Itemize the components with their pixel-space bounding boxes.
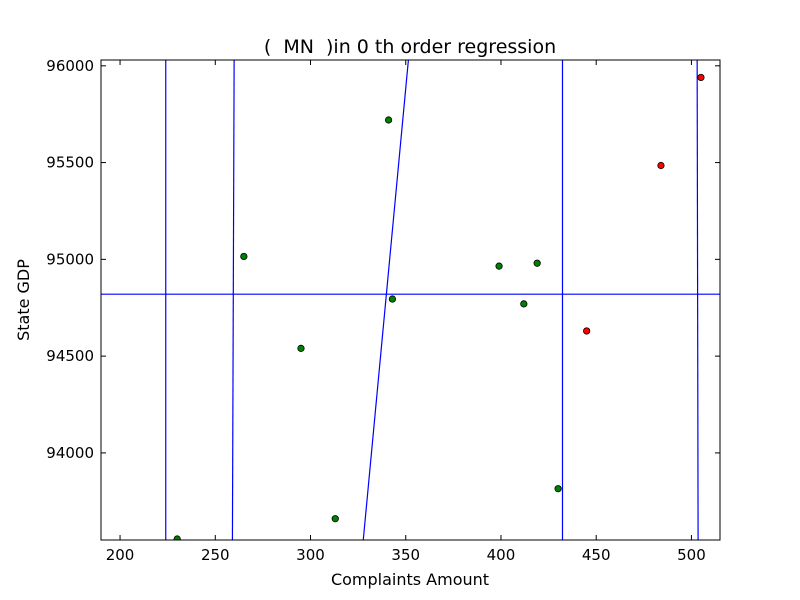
green-data-point <box>533 259 541 267</box>
red-data-point <box>583 327 591 335</box>
plot-area <box>100 59 721 541</box>
regression-line <box>696 60 699 540</box>
green-data-point <box>297 344 305 352</box>
x-tick-label: 400 <box>487 546 516 564</box>
green-data-point <box>173 535 181 540</box>
x-tick-label: 300 <box>296 546 325 564</box>
green-data-point <box>331 515 339 523</box>
y-tick-label: 94500 <box>46 347 94 365</box>
x-tick-label: 450 <box>582 546 611 564</box>
y-tick-label: 96000 <box>46 57 94 75</box>
axis-ticks <box>101 60 720 540</box>
green-data-point <box>495 262 503 270</box>
x-tick-label: 350 <box>391 546 420 564</box>
red-data-point <box>657 161 665 170</box>
green-data-point <box>240 252 248 261</box>
regression-lines <box>101 60 720 540</box>
chart-title: ( MN )in 0 th order regression <box>264 36 556 58</box>
y-tick-label: 95500 <box>46 154 94 172</box>
y-tick-label: 94000 <box>46 444 94 462</box>
red-data-point <box>697 73 705 82</box>
x-tick-label: 250 <box>201 546 230 564</box>
y-tick-label: 95000 <box>46 250 94 268</box>
x-axis-label: Complaints Amount <box>331 570 489 589</box>
y-axis-label: State GDP <box>14 259 33 341</box>
scatter-points <box>173 73 705 540</box>
x-tick-label: 200 <box>106 546 135 564</box>
x-tick-label: 500 <box>677 546 706 564</box>
y-axis-tick-labels: 94000 94500 95000 95500 96000 <box>46 57 94 462</box>
plot-background <box>101 60 720 540</box>
regression-line <box>231 60 235 540</box>
regression-line <box>362 60 410 540</box>
green-data-point <box>388 295 397 303</box>
plot-frame <box>100 59 721 541</box>
green-data-point <box>520 300 528 308</box>
x-axis-tick-labels: 200 250 300 350 400 450 500 <box>106 546 706 564</box>
green-data-point <box>384 116 393 124</box>
green-data-point <box>554 485 562 493</box>
